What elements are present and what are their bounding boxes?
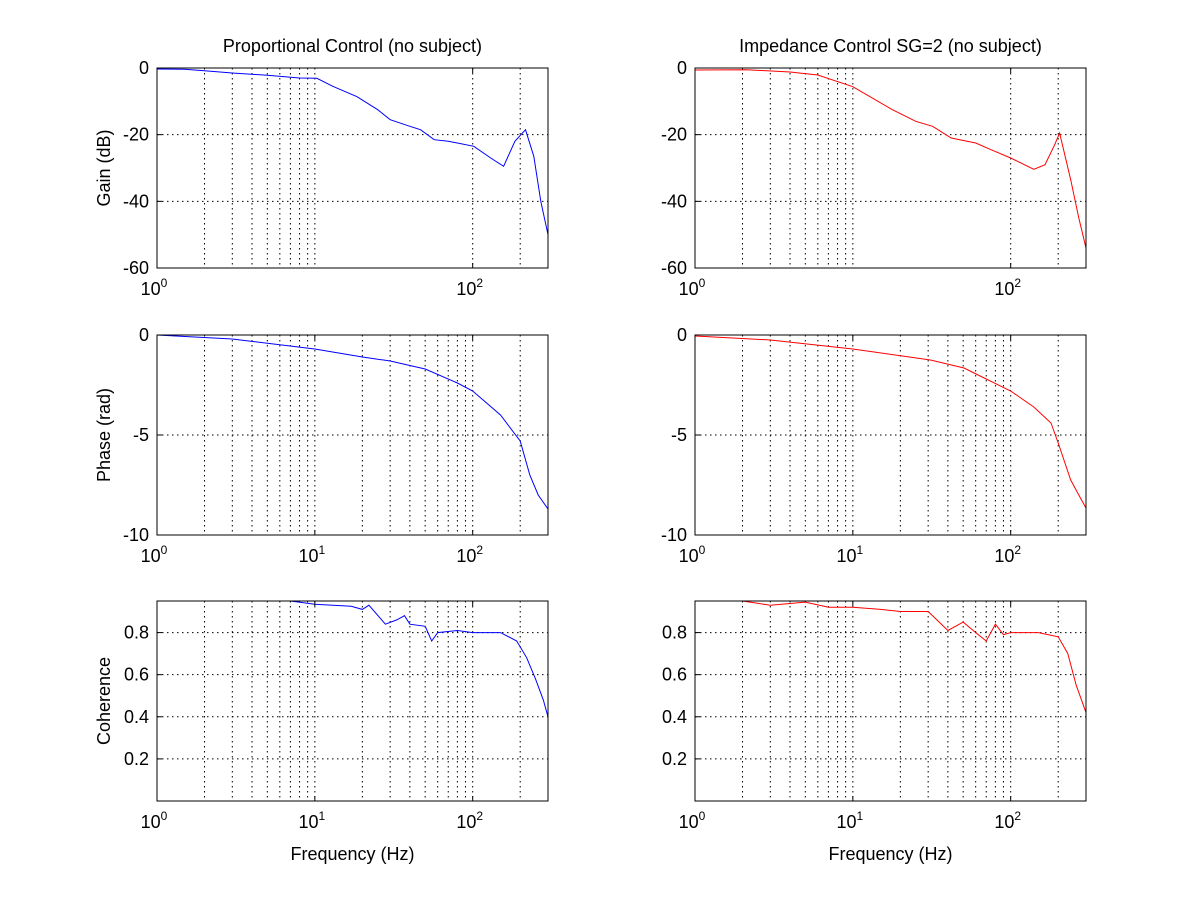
y-tick-label: 0	[677, 58, 687, 78]
data-series-line	[694, 335, 1087, 509]
subplot-title: Proportional Control (no subject)	[223, 36, 482, 56]
y-tick-label: -10	[123, 525, 149, 545]
x-tick-label: 102	[994, 276, 1021, 299]
x-axis-label: Frequency (Hz)	[828, 844, 952, 864]
y-tick-label: -5	[133, 425, 149, 445]
y-tick-label: 0.4	[124, 707, 149, 727]
x-tick-label: 102	[994, 809, 1021, 832]
y-tick-label: -40	[123, 191, 149, 211]
subplot-6: 0.2 0.4 0.6 0.8 100 101 102 Frequency (Hz)	[662, 600, 1087, 864]
x-tick-label: 100	[679, 809, 706, 832]
x-tick-label: 100	[141, 809, 168, 832]
y-tick-label: 0.6	[662, 665, 687, 685]
axes-box	[694, 600, 1087, 802]
y-tick-label: -20	[123, 125, 149, 145]
x-tick-label: 101	[298, 809, 325, 832]
y-tick-label: -5	[671, 425, 687, 445]
y-axis-label: Coherence	[94, 657, 114, 745]
y-tick-label: 0.4	[662, 707, 687, 727]
y-tick-label: -40	[661, 191, 687, 211]
data-series-line	[156, 334, 549, 510]
y-tick-label: -60	[661, 258, 687, 278]
plot-area	[695, 601, 1086, 801]
y-axis-label: Gain (dB)	[94, 129, 114, 206]
y-tick-label: 0	[677, 325, 687, 345]
x-tick-label: 101	[836, 809, 863, 832]
data-series-line	[157, 600, 549, 717]
x-tick-label: 100	[679, 543, 706, 566]
y-tick-label: 0.6	[124, 665, 149, 685]
y-tick-label: -60	[123, 258, 149, 278]
y-tick-label: -10	[661, 525, 687, 545]
x-tick-label: 102	[994, 543, 1021, 566]
y-axis-label: Phase (rad)	[94, 388, 114, 482]
x-tick-label: 100	[141, 543, 168, 566]
y-tick-label: 0.2	[124, 749, 149, 769]
y-tick-label: 0.2	[662, 749, 687, 769]
x-tick-label: 101	[298, 543, 325, 566]
y-tick-label: 0	[139, 325, 149, 345]
x-tick-label: 101	[836, 543, 863, 566]
y-tick-label: -20	[661, 125, 687, 145]
plot-area	[157, 68, 548, 268]
x-tick-label: 100	[679, 276, 706, 299]
x-axis-label: Frequency (Hz)	[290, 844, 414, 864]
y-tick-label: 0	[139, 58, 149, 78]
x-tick-label: 102	[456, 543, 483, 566]
plot-area	[695, 68, 1086, 268]
subplot-5: 0.2 0.4 0.6 0.8 100 101 102 Frequency (Hz) Coher…	[94, 600, 549, 864]
data-series-line	[694, 69, 1087, 249]
x-tick-label: 102	[456, 276, 483, 299]
axes-box	[694, 67, 1087, 269]
axes-box	[156, 600, 549, 802]
y-tick-label: 0.8	[662, 623, 687, 643]
axes-box	[156, 67, 549, 269]
x-tick-label: 102	[456, 809, 483, 832]
data-series-line	[742, 600, 1087, 713]
x-tick-label: 100	[141, 276, 168, 299]
plot-area	[157, 601, 548, 801]
y-tick-label: 0.8	[124, 623, 149, 643]
data-series-line	[156, 68, 549, 235]
subplot-title: Impedance Control SG=2 (no subject)	[739, 36, 1042, 56]
